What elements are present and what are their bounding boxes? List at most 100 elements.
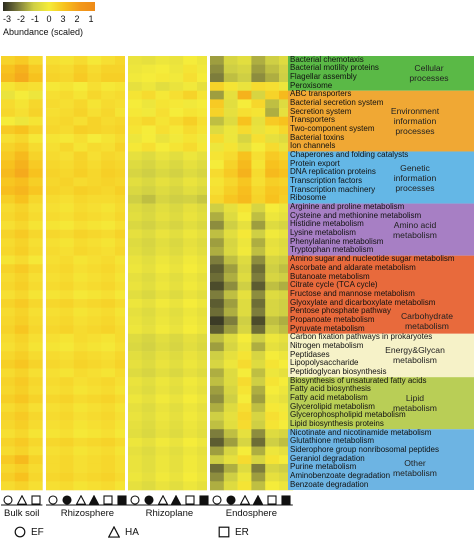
- heatmap-cell: [46, 142, 61, 152]
- key-item: HA: [108, 526, 139, 538]
- heatmap-cell: [141, 220, 156, 230]
- square-filled-icon: [199, 492, 209, 505]
- heatmap-cell: [183, 420, 198, 430]
- heatmap-cell: [237, 351, 252, 361]
- triangle-filled-icon: [88, 492, 100, 505]
- heatmap-cell: [210, 481, 225, 491]
- heatmap-cell: [169, 437, 184, 447]
- row-label: Nicotinate and nicotinamide metabolism: [290, 427, 432, 437]
- heatmap-cell: [183, 342, 198, 352]
- heatmap-cell: [197, 116, 212, 126]
- heatmap-cell: [14, 463, 29, 473]
- heatmap-cell: [279, 108, 294, 118]
- heatmap-cell: [1, 151, 16, 161]
- heatmap-cell: [115, 64, 130, 74]
- heatmap-cell: [101, 116, 116, 126]
- heatmap-cell: [141, 64, 156, 74]
- heatmap-cell: [87, 429, 102, 439]
- heatmap-cell: [115, 377, 130, 387]
- heatmap-cell: [155, 446, 170, 456]
- heatmap-cell: [1, 125, 16, 135]
- heatmap-cell: [115, 455, 130, 465]
- heatmap-cell: [210, 429, 225, 439]
- heatmap-cell: [251, 437, 266, 447]
- heatmap-cell: [265, 142, 280, 152]
- heatmap-cell: [169, 368, 184, 378]
- row-label: Cysteine and methionine metabolism: [290, 210, 422, 220]
- legend-tick: -3: [2, 14, 12, 24]
- heatmap-cell: [128, 203, 143, 213]
- heatmap-cell: [59, 316, 74, 326]
- circle-open-icon: [130, 492, 140, 505]
- heatmap-cell: [223, 64, 238, 74]
- heatmap-cell: [46, 394, 61, 404]
- category-label-line: Lipid: [405, 393, 425, 404]
- heatmap-cell: [183, 194, 198, 204]
- heatmap-cell: [1, 56, 16, 65]
- row-label: Glycerolipid metabolism: [290, 401, 375, 411]
- heatmap-cell: [59, 394, 74, 404]
- row-label: Glyoxylate and dicarboxylate metabolism: [290, 297, 436, 307]
- heatmap-cell: [87, 446, 102, 456]
- heatmap-cell: [155, 377, 170, 387]
- heatmap-cell: [87, 385, 102, 395]
- row-label: Tryptophan metabolism: [290, 245, 374, 255]
- category-label-line: information: [393, 172, 437, 183]
- heatmap-cell: [223, 186, 238, 196]
- heatmap-cell: [59, 134, 74, 144]
- heatmap-cell: [155, 281, 170, 291]
- heatmap-cell: [183, 220, 198, 230]
- heatmap-cell: [73, 194, 88, 204]
- heatmap-cell: [279, 194, 294, 204]
- heatmap-cell: [155, 99, 170, 109]
- heatmap-cell: [197, 385, 212, 395]
- heatmap-cell: [28, 82, 43, 92]
- heatmap-cell: [251, 299, 266, 309]
- heatmap-cell: [128, 264, 143, 274]
- heatmap-cell: [237, 429, 252, 439]
- heatmap-cell: [237, 385, 252, 395]
- heatmap-cell: [155, 455, 170, 465]
- heatmap-cell: [128, 273, 143, 282]
- heatmap-cell: [265, 377, 280, 387]
- heatmap-cell: [115, 351, 130, 361]
- heatmap-cell: [73, 455, 88, 465]
- heatmap-cell: [87, 463, 102, 473]
- heatmap-cell: [14, 212, 29, 222]
- heatmap-cell: [28, 246, 43, 256]
- category-label: Genetic information processes: [356, 151, 474, 203]
- heatmap-cell: [169, 116, 184, 126]
- heatmap-cell: [223, 455, 238, 465]
- heatmap-cell: [197, 246, 212, 256]
- heatmap-cell: [115, 238, 130, 248]
- heatmap-cell: [155, 108, 170, 118]
- heatmap-cell: [28, 377, 43, 387]
- heatmap-cell: [59, 186, 74, 196]
- heatmap-cell: [101, 177, 116, 187]
- heatmap-cell: [141, 194, 156, 204]
- heatmap-cell: [169, 472, 184, 482]
- heatmap-cell: [237, 316, 252, 326]
- heatmap-cell: [210, 325, 225, 335]
- heatmap-cell: [237, 403, 252, 413]
- heatmap-cell: [197, 134, 212, 144]
- heatmap-cell: [169, 186, 184, 196]
- heatmap-cell: [210, 281, 225, 291]
- row-label: Chaperones and folding catalysts: [290, 149, 409, 159]
- heatmap-cell: [265, 437, 280, 447]
- heatmap-cell: [279, 316, 294, 326]
- heatmap-cell: [46, 420, 61, 430]
- heatmap-cell: [169, 385, 184, 395]
- heatmap-cell: [265, 73, 280, 83]
- heatmap-cell: [14, 229, 29, 239]
- heatmap-cell: [101, 368, 116, 378]
- heatmap-cell: [128, 325, 143, 335]
- heatmap-cell: [155, 177, 170, 187]
- heatmap-cell: [169, 229, 184, 239]
- heatmap-cell: [1, 177, 16, 187]
- heatmap-cell: [183, 316, 198, 326]
- heatmap-cell: [141, 351, 156, 361]
- row-label: Peroxisome: [290, 80, 333, 90]
- heatmap-cell: [87, 220, 102, 230]
- heatmap-cell: [59, 108, 74, 118]
